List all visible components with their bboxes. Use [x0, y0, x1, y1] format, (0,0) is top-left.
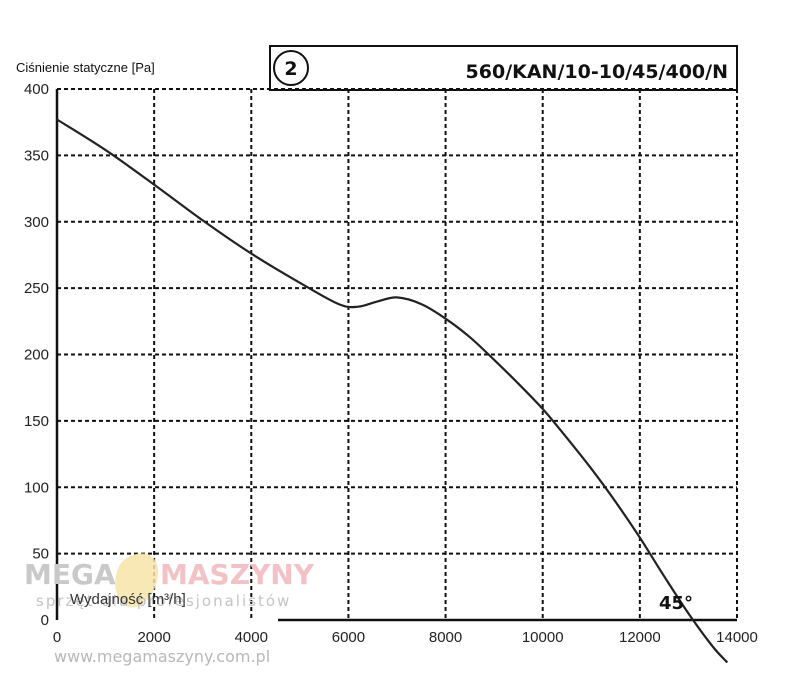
y-tick-label: 250: [24, 280, 49, 297]
series-id-circle: [273, 50, 309, 86]
watermark-tagline: sprzęt dla profesjonalistów: [36, 592, 291, 610]
grid: [57, 88, 738, 620]
x-tick-label: 6000: [332, 629, 365, 646]
pressure-curve: [56, 118, 729, 664]
x-tick-labels: 0 2000 4000 6000 8000 10000 12000 14000: [53, 629, 758, 646]
y-tick-label: 100: [24, 479, 49, 496]
x-axis-title: Wydajność [m³/h]: [70, 591, 186, 608]
x-tick-label: 14000: [716, 629, 758, 646]
y-tick-label: 200: [24, 347, 49, 364]
y-axis-title: Ciśnienie statyczne [Pa]: [16, 60, 155, 75]
x-tick-label: 0: [53, 629, 61, 646]
y-tick-label: 50: [32, 546, 49, 563]
watermark-logo-icon: [115, 553, 159, 608]
watermark-brand-left: MEGA: [24, 558, 116, 591]
x-tick-label: 8000: [429, 629, 462, 646]
y-tick-label: 0: [41, 612, 49, 629]
model-label: 560/KAN/10-10/45/400/N: [466, 61, 728, 83]
axes: [55, 89, 737, 622]
y-tick-label: 300: [24, 214, 49, 231]
y-tick-label: 350: [24, 147, 49, 164]
x-tick-label: 10000: [522, 629, 564, 646]
watermark-brand-right: MASZYNY: [160, 558, 315, 591]
series-id: 2: [284, 58, 297, 80]
watermark: MEGA MASZYNY sprzęt dla profesjonalistów…: [24, 553, 315, 666]
blade-angle-label: 45°: [659, 593, 693, 614]
y-tick-label: 400: [24, 81, 49, 98]
y-tick-label: 150: [24, 413, 49, 430]
x-tick-label: 2000: [137, 629, 170, 646]
chart-header: 2 560/KAN/10-10/45/400/N: [269, 45, 738, 91]
y-tick-labels: 0 50 100 150 200 250 300 350 400: [24, 81, 49, 629]
x-tick-label: 12000: [619, 629, 661, 646]
x-tick-label: 4000: [235, 629, 268, 646]
watermark-url: www.megamaszyny.com.pl: [54, 647, 270, 666]
